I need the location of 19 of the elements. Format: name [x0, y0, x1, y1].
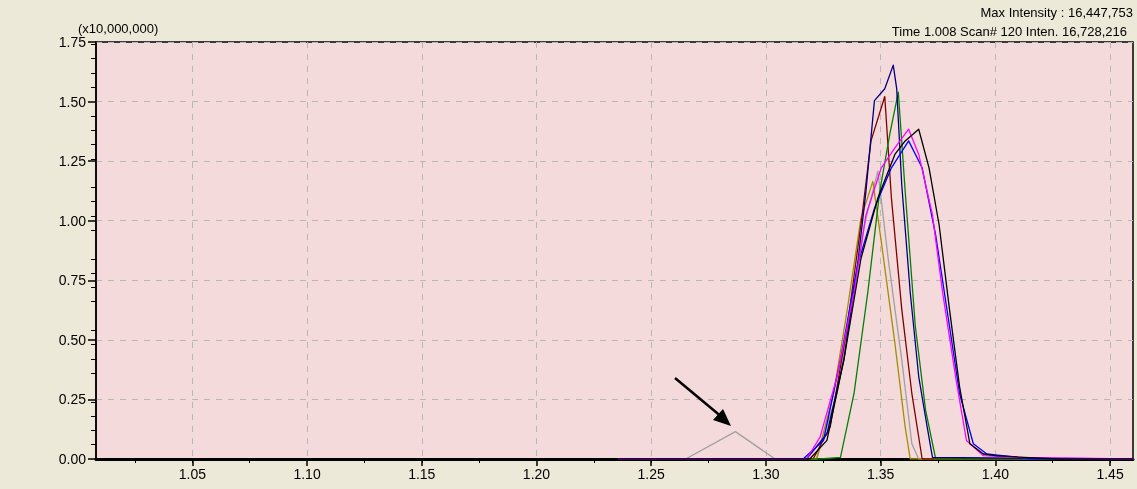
y-axis-title: (x10,000,000) [78, 21, 159, 37]
text: Time 1.008 Scan# 120 Inten. 16,728,216 [891, 24, 1127, 39]
x-tick-label: 1.20 [522, 466, 551, 482]
text: Max Intensity : 16,447,753 [980, 5, 1133, 20]
x-tick-label: 1.25 [637, 466, 666, 482]
y-tick-label: 1.00 [58, 212, 87, 229]
y-tick-label: 0.25 [58, 391, 87, 408]
x-tick-label: 1.15 [408, 466, 436, 482]
x-tick-label: 1.30 [752, 466, 780, 482]
x-tick-label: 1.05 [178, 466, 207, 482]
y-tick-label: 1.25 [58, 153, 87, 170]
y-tick-label: 0.00 [58, 451, 87, 467]
x-tick-label: 1.10 [293, 466, 321, 482]
y-tick-label: 0.50 [58, 331, 87, 348]
y-tick-label: 1.50 [58, 93, 87, 110]
y-tick-label: 0.75 [58, 272, 87, 289]
x-tick-label: 1.40 [981, 466, 1010, 482]
x-tick-label: 1.45 [1096, 466, 1124, 482]
x-tick-label: 1.35 [867, 466, 895, 482]
